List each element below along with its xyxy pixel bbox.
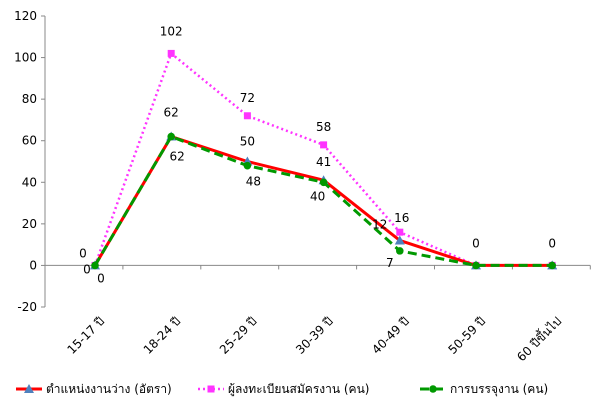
data-label: 72 bbox=[240, 91, 255, 105]
x-tick-label: 60 ปีขึ้นไป bbox=[513, 313, 564, 364]
x-tick-label: 30-39 ปี bbox=[293, 314, 336, 357]
y-tick-label: -20 bbox=[17, 300, 37, 314]
legend-entry: ตำแหน่งงานว่าง (อัตรา) bbox=[16, 382, 172, 396]
legend: ตำแหน่งงานว่าง (อัตรา) ผู้ลงทะเบียนสมัครง… bbox=[16, 382, 548, 397]
data-label: 58 bbox=[316, 120, 331, 134]
data-label: 50 bbox=[240, 135, 255, 149]
data-label: 16 bbox=[394, 211, 409, 225]
y-tick-label: 0 bbox=[29, 258, 37, 272]
data-label: 48 bbox=[246, 175, 261, 189]
data-label: 0 bbox=[83, 262, 91, 276]
legend-label: ตำแหน่งงานว่าง (อัตรา) bbox=[46, 382, 172, 396]
data-label: 0 bbox=[548, 236, 556, 250]
y-tick-label: 20 bbox=[22, 217, 37, 231]
data-label: 62 bbox=[170, 150, 185, 164]
data-label: 0 bbox=[472, 236, 480, 250]
legend-entry: การบรรจุงาน (คน) bbox=[420, 382, 548, 397]
x-tick-label: 25-29 ปี bbox=[217, 314, 260, 357]
point-marker bbox=[319, 178, 328, 187]
x-tick-label: 18-24 ปี bbox=[141, 314, 184, 357]
point-marker bbox=[320, 141, 328, 149]
series-3 bbox=[91, 132, 556, 270]
y-tick-label: 120 bbox=[14, 9, 37, 23]
point-marker bbox=[243, 112, 251, 120]
point-marker bbox=[548, 261, 556, 270]
legend-label: การบรรจุงาน (คน) bbox=[450, 382, 548, 397]
data-label: 62 bbox=[164, 106, 179, 120]
y-tick-label: 60 bbox=[22, 134, 37, 148]
data-label: 0 bbox=[79, 246, 87, 260]
point-marker bbox=[207, 385, 215, 393]
x-tick-label: 40-49 ปี bbox=[369, 314, 412, 357]
data-label: 40 bbox=[310, 189, 325, 203]
point-marker bbox=[24, 384, 34, 393]
x-tick-label: 15-17 ปี bbox=[64, 314, 107, 357]
legend-entry: ผู้ลงทะเบียนสมัครงาน (คน) bbox=[198, 382, 369, 397]
point-marker bbox=[167, 49, 175, 57]
data-label: 102 bbox=[160, 24, 183, 38]
legend-label: ผู้ลงทะเบียนสมัครงาน (คน) bbox=[228, 382, 369, 397]
data-label: 12 bbox=[372, 217, 387, 231]
point-marker bbox=[167, 132, 175, 141]
data-label: 7 bbox=[386, 256, 394, 270]
point-marker bbox=[396, 247, 404, 255]
point-marker bbox=[394, 235, 405, 245]
data-label: 41 bbox=[316, 155, 331, 169]
point-marker bbox=[472, 261, 480, 270]
y-tick-label: 40 bbox=[22, 175, 37, 189]
data-label: 0 bbox=[97, 271, 105, 285]
point-marker bbox=[429, 385, 437, 393]
point-marker bbox=[91, 261, 99, 270]
y-tick-label: 80 bbox=[22, 92, 37, 106]
y-tick-label: 100 bbox=[14, 51, 37, 65]
point-marker bbox=[243, 161, 252, 170]
x-tick-label: 50-59 ปี bbox=[445, 314, 488, 357]
point-marker bbox=[396, 228, 404, 236]
series-lines bbox=[90, 49, 558, 270]
